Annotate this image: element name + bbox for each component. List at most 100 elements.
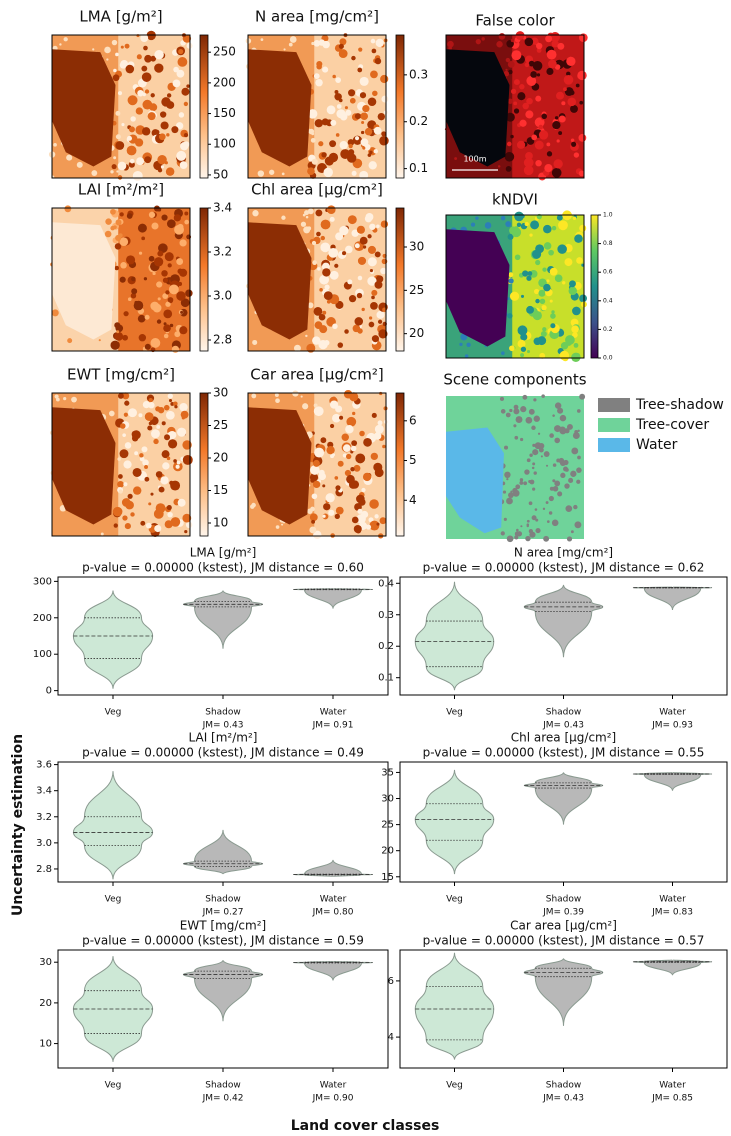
map-texture	[574, 521, 582, 529]
map-texture	[509, 345, 515, 352]
map-texture	[514, 531, 520, 537]
map-texture	[359, 92, 367, 99]
x-tick-label: Shadow	[205, 895, 241, 905]
map-texture	[464, 354, 469, 358]
y-tick-label: 100	[33, 649, 52, 660]
map-texture	[156, 319, 162, 324]
map-texture	[374, 468, 384, 478]
colorbar-tick-label: 20	[409, 326, 424, 340]
x-tick-label: Water	[659, 895, 686, 905]
map-texture	[163, 324, 171, 333]
x-tick-label: Veg	[105, 1081, 122, 1091]
map-texture	[360, 112, 369, 120]
map-texture	[549, 433, 554, 438]
map-texture	[534, 508, 538, 511]
map-texture	[131, 276, 136, 282]
map-texture	[370, 38, 376, 44]
map-texture	[362, 245, 367, 249]
map-texture	[367, 234, 372, 239]
map-texture	[475, 38, 481, 45]
map-texture	[368, 316, 373, 320]
colorbar-tick-label: 0.3	[409, 67, 428, 81]
map-texture	[174, 224, 184, 235]
map-texture	[125, 500, 134, 510]
map-texture	[576, 409, 581, 413]
y-tick-label: 0.2	[378, 641, 394, 652]
map-texture	[513, 101, 518, 106]
map-texture	[375, 275, 384, 283]
map-frame	[247, 392, 387, 537]
map-texture	[167, 511, 173, 518]
map-texture	[125, 64, 135, 74]
map-texture	[558, 115, 566, 123]
map-texture	[179, 161, 188, 170]
violin-body	[414, 769, 495, 875]
chart-title: LMA [g/m²]	[190, 546, 257, 560]
map-texture	[528, 501, 533, 506]
map-texture	[315, 209, 323, 217]
map-texture	[124, 400, 130, 406]
map-texture	[542, 267, 547, 272]
map-texture	[522, 270, 529, 277]
colorbar-tick-label: 150	[213, 106, 236, 120]
map-texture	[504, 152, 515, 162]
map-texture	[344, 106, 348, 110]
map-texture	[56, 397, 60, 402]
map-texture	[532, 449, 539, 456]
map-texture	[166, 104, 170, 108]
map-texture	[523, 165, 534, 176]
map-texture	[144, 54, 152, 63]
map-texture	[92, 48, 95, 51]
map-texture	[546, 279, 550, 283]
map-texture	[300, 221, 307, 227]
map-texture	[322, 40, 330, 49]
map-texture	[546, 520, 550, 523]
map-texture	[179, 268, 188, 277]
map-texture	[137, 314, 146, 323]
map-texture	[526, 349, 531, 354]
map-texture	[535, 527, 541, 534]
map-texture	[331, 453, 336, 457]
map-texture	[313, 403, 318, 408]
jm-label: JM= 0.43	[202, 721, 244, 731]
map-texture	[535, 159, 542, 167]
map-texture	[166, 93, 172, 98]
map-texture	[305, 215, 309, 219]
map-texture	[115, 110, 121, 116]
map-texture	[160, 476, 169, 485]
map-texture	[251, 502, 256, 508]
map-texture	[349, 392, 359, 402]
map-texture	[309, 473, 319, 482]
map-texture	[548, 511, 553, 515]
map-texture	[142, 459, 149, 466]
map-texture	[113, 523, 118, 528]
map-texture	[138, 413, 143, 418]
map-texture	[124, 43, 130, 49]
map-texture	[535, 518, 539, 522]
map-texture	[166, 505, 172, 511]
map-texture	[293, 344, 301, 352]
map-texture	[163, 404, 170, 411]
map-texture	[112, 506, 123, 517]
chart-subtitle: p-value = 0.00000 (kstest), JM distance …	[82, 746, 364, 760]
map-texture	[564, 258, 573, 267]
map-texture	[161, 214, 168, 221]
map-texture	[317, 267, 321, 271]
colorbar-tick-label: 3.2	[213, 245, 232, 259]
map-texture	[180, 142, 189, 151]
colorbar-tick-label: 20	[213, 451, 228, 465]
map-texture	[348, 295, 357, 303]
map-texture	[100, 532, 104, 536]
map-texture	[119, 237, 129, 247]
map-texture	[117, 392, 124, 399]
map-texture	[177, 427, 187, 437]
map-texture	[525, 416, 533, 424]
scale-bar-label: 100m	[463, 155, 486, 164]
map-texture	[148, 255, 155, 262]
map-texture	[355, 527, 362, 534]
map-texture	[520, 353, 525, 358]
map-texture	[347, 215, 357, 225]
map-texture	[171, 345, 180, 353]
map-texture	[168, 284, 179, 295]
map-texture	[508, 272, 514, 278]
